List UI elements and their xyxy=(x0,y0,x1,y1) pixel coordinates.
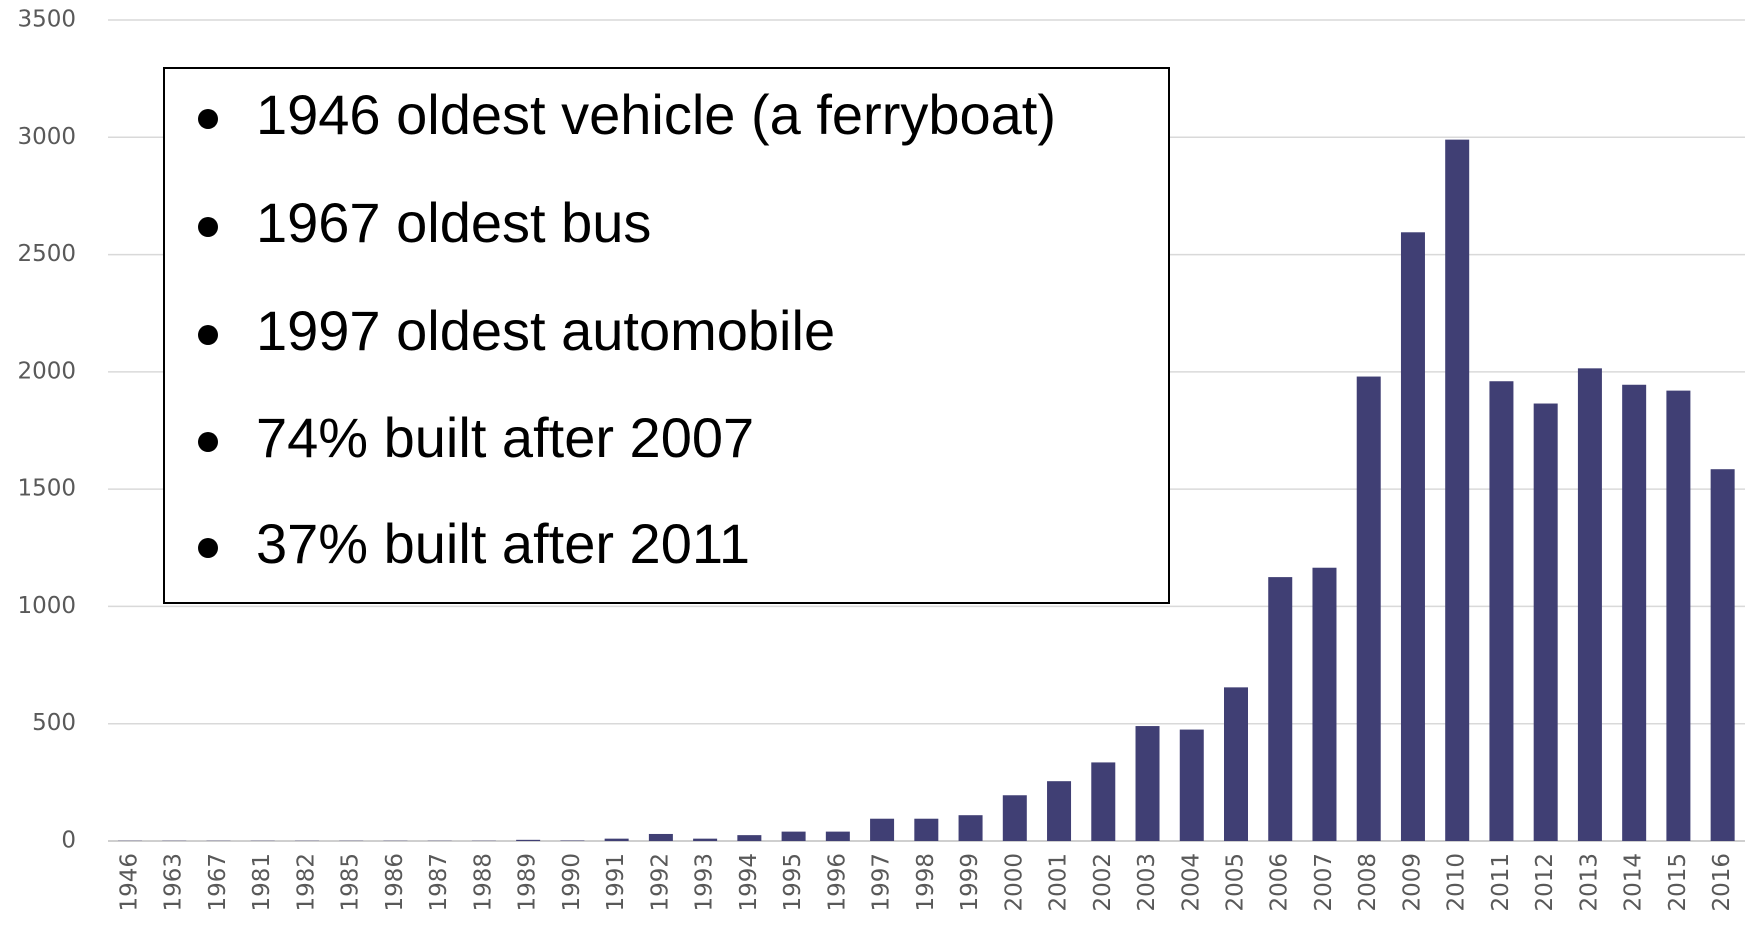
bar xyxy=(1224,687,1248,841)
x-tick-label: 2002 xyxy=(1090,853,1116,912)
x-tick-label: 1986 xyxy=(382,853,408,912)
x-tick-label: 2011 xyxy=(1488,853,1514,912)
x-tick-label: 2006 xyxy=(1267,853,1293,912)
x-tick-label: 1993 xyxy=(692,853,718,912)
y-tick-label: 2000 xyxy=(17,358,76,384)
y-tick-label: 1500 xyxy=(17,476,76,502)
x-tick-label: 2010 xyxy=(1444,853,1470,912)
x-tick-label: 1998 xyxy=(913,853,939,912)
bullet xyxy=(198,432,218,452)
bar xyxy=(1533,403,1558,841)
x-tick-label: 1995 xyxy=(780,853,806,912)
x-tick-label: 2016 xyxy=(1709,853,1735,912)
annotation-text: 1946 oldest vehicle (a ferryboat) xyxy=(256,83,1056,146)
x-tick-label: 1963 xyxy=(161,853,187,912)
x-tick-label: 1946 xyxy=(117,853,143,912)
x-tick-label: 1996 xyxy=(824,853,850,912)
annotation-text: 1967 oldest bus xyxy=(256,191,651,254)
x-tick-label: 1992 xyxy=(647,853,673,912)
bar xyxy=(1710,469,1735,841)
x-tick-label: 2004 xyxy=(1178,853,1204,912)
x-tick-label: 2008 xyxy=(1355,853,1381,912)
x-tick-label: 2003 xyxy=(1134,853,1160,912)
bullet xyxy=(198,217,218,237)
y-tick-label: 3000 xyxy=(17,124,76,150)
x-tick-label: 1991 xyxy=(603,853,629,912)
x-tick-label: 2005 xyxy=(1223,853,1249,912)
bar xyxy=(1445,139,1470,842)
bar xyxy=(693,838,718,841)
bar xyxy=(648,833,673,841)
bar xyxy=(1179,729,1204,841)
bullet xyxy=(198,325,218,345)
x-tick-label: 2001 xyxy=(1046,853,1072,912)
bar xyxy=(1356,376,1381,841)
x-tick-label: 1988 xyxy=(470,853,496,912)
bar xyxy=(604,838,629,841)
x-tick-label: 1982 xyxy=(293,853,319,912)
x-tick-label: 1985 xyxy=(338,853,364,912)
annotation-text: 1997 oldest automobile xyxy=(256,299,835,362)
bar xyxy=(737,835,762,841)
bar xyxy=(1577,368,1602,841)
x-tick-label: 2014 xyxy=(1621,853,1647,912)
x-tick-label: 2009 xyxy=(1399,853,1425,912)
bar xyxy=(1666,390,1691,841)
bar xyxy=(1312,567,1337,841)
bar xyxy=(1002,795,1027,841)
annotation-box xyxy=(163,67,1170,604)
x-tick-label: 1981 xyxy=(249,853,275,912)
bar xyxy=(1135,726,1160,841)
bar xyxy=(1047,781,1072,841)
x-tick-label: 1990 xyxy=(559,853,585,912)
annotation-text: 74% built after 2007 xyxy=(256,406,754,469)
bar xyxy=(914,818,939,841)
x-tick-label: 1967 xyxy=(205,853,231,912)
x-tick-label: 2015 xyxy=(1665,853,1691,912)
bullet xyxy=(198,538,218,558)
x-tick-label: 1999 xyxy=(957,853,983,912)
bar xyxy=(1622,384,1647,841)
bullet xyxy=(198,109,218,129)
y-tick-label: 0 xyxy=(61,828,76,854)
bar xyxy=(1091,762,1116,841)
x-tick-label: 2013 xyxy=(1576,853,1602,912)
x-tick-label: 1989 xyxy=(515,853,541,912)
x-tick-label: 1987 xyxy=(426,853,452,912)
bar xyxy=(1489,381,1514,841)
y-tick-label: 1000 xyxy=(17,593,76,619)
x-tick-label: 1997 xyxy=(869,853,895,912)
x-tick-label: 2007 xyxy=(1311,853,1337,912)
bar xyxy=(781,831,806,841)
y-tick-label: 3500 xyxy=(17,7,76,33)
y-tick-label: 500 xyxy=(32,710,76,736)
bar xyxy=(1400,232,1425,842)
x-tick-label: 1994 xyxy=(736,853,762,912)
bar xyxy=(516,839,541,841)
annotation-text: 37% built after 2011 xyxy=(256,512,750,575)
x-tick-label: 2000 xyxy=(1001,853,1027,912)
x-tick-label: 2012 xyxy=(1532,853,1558,912)
bar xyxy=(1268,577,1293,841)
y-tick-label: 2500 xyxy=(17,241,76,267)
bar xyxy=(870,818,895,841)
bar xyxy=(958,815,983,841)
bar xyxy=(825,831,850,841)
